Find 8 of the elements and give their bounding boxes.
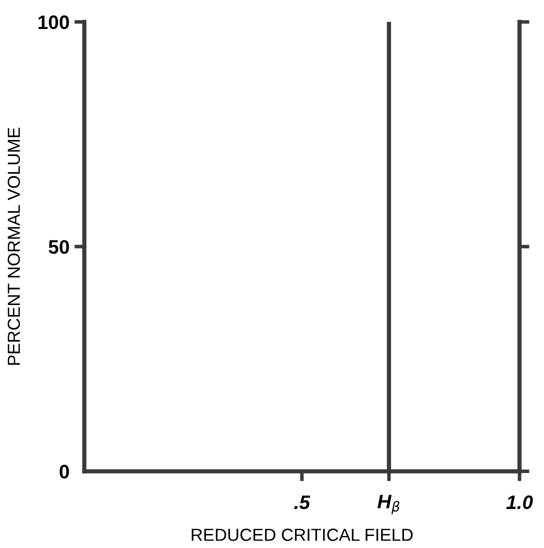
y-tick-label: 100: [38, 15, 69, 30]
y-tick-label: 50: [48, 240, 69, 254]
x-axis-title: REDUCED CRITICAL FIELD: [192, 528, 413, 541]
x-tick-label: .5: [294, 496, 310, 510]
x-tick-label: 1.0: [506, 495, 533, 510]
x-tick-label: H$_{β}$: [378, 494, 400, 514]
y-axis-title: PERCENT NORMAL VOLUME: [8, 128, 20, 365]
y-tick-label: 0: [60, 464, 69, 479]
